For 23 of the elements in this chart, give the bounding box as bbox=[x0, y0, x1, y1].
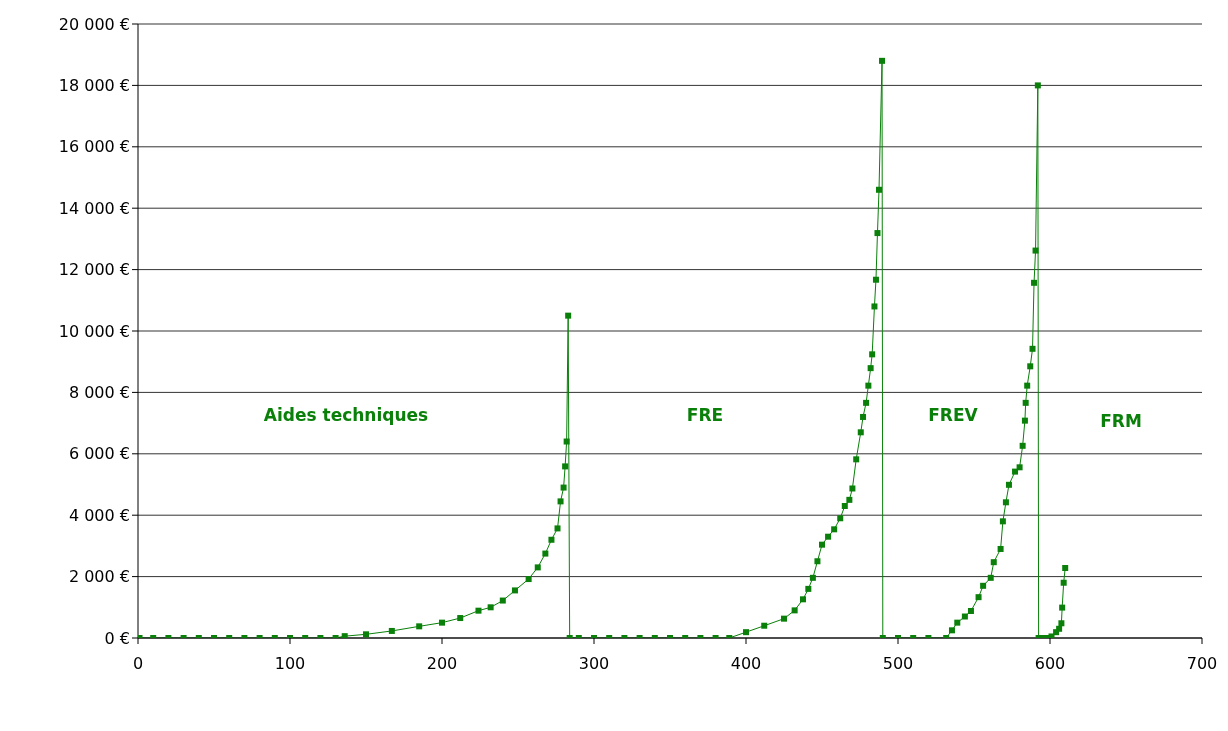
x-tick-label: 300 bbox=[578, 654, 610, 674]
y-tick-label: 14 000 € bbox=[58, 198, 130, 218]
x-tick-label: 600 bbox=[1034, 654, 1066, 674]
y-tick-label: 4 000 € bbox=[68, 505, 130, 525]
y-tick-label: 0 € bbox=[104, 628, 130, 648]
x-tick-label: 100 bbox=[274, 654, 306, 674]
x-tick-label: 500 bbox=[882, 654, 914, 674]
x-tick-label: 700 bbox=[1186, 654, 1218, 674]
y-tick-label: 12 000 € bbox=[58, 260, 130, 280]
x-tick-label: 200 bbox=[426, 654, 458, 674]
annotation: FRE bbox=[686, 405, 724, 425]
annotation: FRM bbox=[1100, 411, 1142, 431]
y-tick-label: 18 000 € bbox=[58, 76, 130, 96]
x-tick-label: 0 bbox=[132, 654, 144, 674]
y-tick-label: 20 000 € bbox=[58, 14, 130, 34]
y-tick-label: 6 000 € bbox=[68, 444, 130, 464]
y-tick-label: 10 000 € bbox=[58, 321, 130, 341]
annotation: Aides techniques bbox=[263, 405, 429, 425]
annotation: FREV bbox=[928, 405, 978, 425]
y-tick-label: 8 000 € bbox=[68, 383, 130, 403]
y-tick-label: 2 000 € bbox=[68, 567, 130, 587]
y-tick-label: 16 000 € bbox=[58, 137, 130, 157]
x-tick-label: 400 bbox=[730, 654, 762, 674]
